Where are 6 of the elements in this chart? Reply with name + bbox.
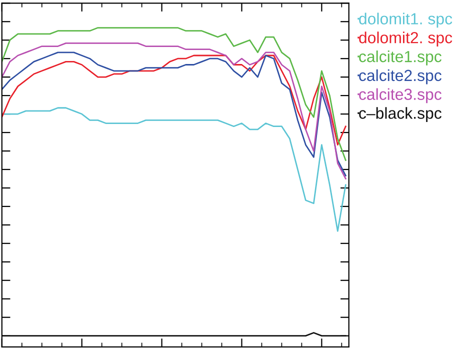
legend-label: calcite2.spc: [359, 69, 442, 84]
legend-label: calcite1.spc: [359, 50, 442, 66]
legend-label: calcite3.spc: [359, 88, 442, 104]
legend-label: dolomit1. spc: [359, 12, 452, 28]
legend-label: c–black.spc: [359, 107, 442, 122]
legend-label: dolomit2. spc: [359, 32, 452, 46]
